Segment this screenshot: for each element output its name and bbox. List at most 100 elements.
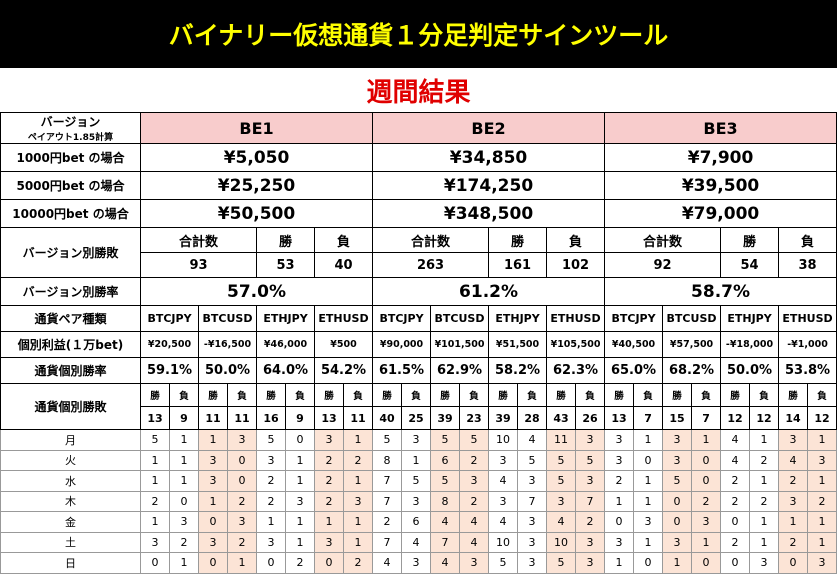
- column-header: 勝: [488, 383, 519, 407]
- count: 0: [198, 511, 228, 533]
- count: 4: [488, 511, 519, 533]
- count: 7: [575, 490, 606, 512]
- count: 26: [575, 406, 606, 430]
- count: 2: [314, 490, 344, 512]
- count: 13: [140, 406, 170, 430]
- row-label: 通貨個別勝率: [0, 357, 141, 384]
- count: 3: [691, 511, 722, 533]
- day-label: 木: [0, 490, 141, 512]
- count: 0: [314, 552, 344, 574]
- rate: 54.2%: [313, 357, 374, 384]
- count: 0: [691, 552, 722, 574]
- count: 5: [662, 470, 693, 492]
- count: 0: [169, 490, 199, 512]
- count: 1: [691, 429, 722, 451]
- count: 13: [314, 406, 344, 430]
- count: 3: [488, 449, 519, 471]
- count: 4: [778, 449, 809, 471]
- count: 3: [749, 552, 780, 574]
- profit: ¥57,500: [662, 331, 722, 358]
- rate: 68.2%: [662, 357, 722, 384]
- row: 10000円bet の場合 ¥50,500 ¥348,500 ¥79,000: [0, 199, 837, 228]
- count: 3: [227, 429, 257, 451]
- column-header: 勝: [604, 383, 635, 407]
- count: 4: [459, 511, 490, 533]
- row: 土 3 2 3 2 3 1 3 1 7 4 7 4 10 3 10 3 3 1 3 1 2 1 2 1: [0, 531, 837, 553]
- count: 40: [372, 406, 403, 430]
- count: 1: [198, 429, 228, 451]
- column-header: 勝: [662, 383, 693, 407]
- count: 3: [314, 531, 344, 553]
- count: 5: [140, 429, 170, 451]
- row: バージョン ペイアウト1.85計算 BE1 BE2 BE3: [0, 112, 837, 144]
- count: 2: [342, 449, 374, 471]
- count: 0: [720, 552, 751, 574]
- column-header: 負: [313, 227, 374, 253]
- count: 3: [575, 531, 606, 553]
- column-header: 負: [342, 383, 374, 407]
- rate: 61.2%: [372, 277, 606, 306]
- column-header: 勝: [720, 227, 780, 253]
- count: 3: [198, 531, 228, 553]
- column-header: 負: [517, 383, 548, 407]
- count: 0: [285, 429, 315, 451]
- count: 263: [372, 252, 490, 278]
- count: 1: [169, 552, 199, 574]
- column-header: 負: [285, 383, 315, 407]
- day-label: 土: [0, 531, 141, 553]
- count: 15: [662, 406, 693, 430]
- rate: 62.9%: [430, 357, 490, 384]
- count: 3: [285, 490, 315, 512]
- count: 3: [517, 470, 548, 492]
- profit: -¥16,500: [198, 331, 257, 358]
- count: 7: [633, 406, 664, 430]
- column-header: 勝: [778, 383, 809, 407]
- count: 1: [256, 511, 286, 533]
- count: 3: [198, 470, 228, 492]
- row: 個別利益(１万bet) ¥20,500 -¥16,500 ¥46,000 ¥500 ¥90…: [0, 331, 837, 358]
- count: 0: [633, 552, 664, 574]
- version-name: BE1: [139, 112, 374, 144]
- amount: ¥79,000: [604, 199, 837, 228]
- count: 1: [140, 511, 170, 533]
- count: 3: [575, 429, 606, 451]
- row-label: 5000円bet の場合: [0, 171, 141, 200]
- count: 1: [342, 429, 374, 451]
- count: 2: [575, 511, 606, 533]
- amount: ¥7,900: [604, 143, 837, 172]
- count: 39: [430, 406, 461, 430]
- count: 1: [807, 470, 837, 492]
- count: 12: [720, 406, 751, 430]
- count: 1: [691, 531, 722, 553]
- count: 3: [604, 429, 635, 451]
- count: 0: [227, 449, 257, 471]
- count: 7: [691, 406, 722, 430]
- column-header: 負: [807, 383, 837, 407]
- label: バージョン: [40, 115, 101, 129]
- count: 10: [488, 531, 519, 553]
- count: 3: [256, 531, 286, 553]
- profit: ¥500: [313, 331, 374, 358]
- count: 11: [227, 406, 257, 430]
- count: 4: [372, 552, 403, 574]
- count: 6: [430, 449, 461, 471]
- row: 通貨ペア種類 BTCJPY BTCUSD ETHJPY ETHUSD BTCJPY BTCU…: [0, 305, 837, 332]
- count: 4: [720, 429, 751, 451]
- count: 5: [575, 449, 606, 471]
- version-name: BE3: [604, 112, 837, 144]
- count: 4: [430, 511, 461, 533]
- rate: 65.0%: [604, 357, 664, 384]
- rate: 64.0%: [256, 357, 315, 384]
- count: 8: [372, 449, 403, 471]
- row: 通貨個別勝率 59.1% 50.0% 64.0% 54.2% 61.5% 62.9% 58.2…: [0, 357, 837, 384]
- column-header: 勝: [314, 383, 344, 407]
- count: 1: [633, 490, 664, 512]
- count: 38: [778, 252, 837, 278]
- rate: 53.8%: [778, 357, 837, 384]
- count: 2: [778, 470, 809, 492]
- count: 2: [342, 552, 374, 574]
- rate: 58.2%: [488, 357, 548, 384]
- count: 1: [633, 531, 664, 553]
